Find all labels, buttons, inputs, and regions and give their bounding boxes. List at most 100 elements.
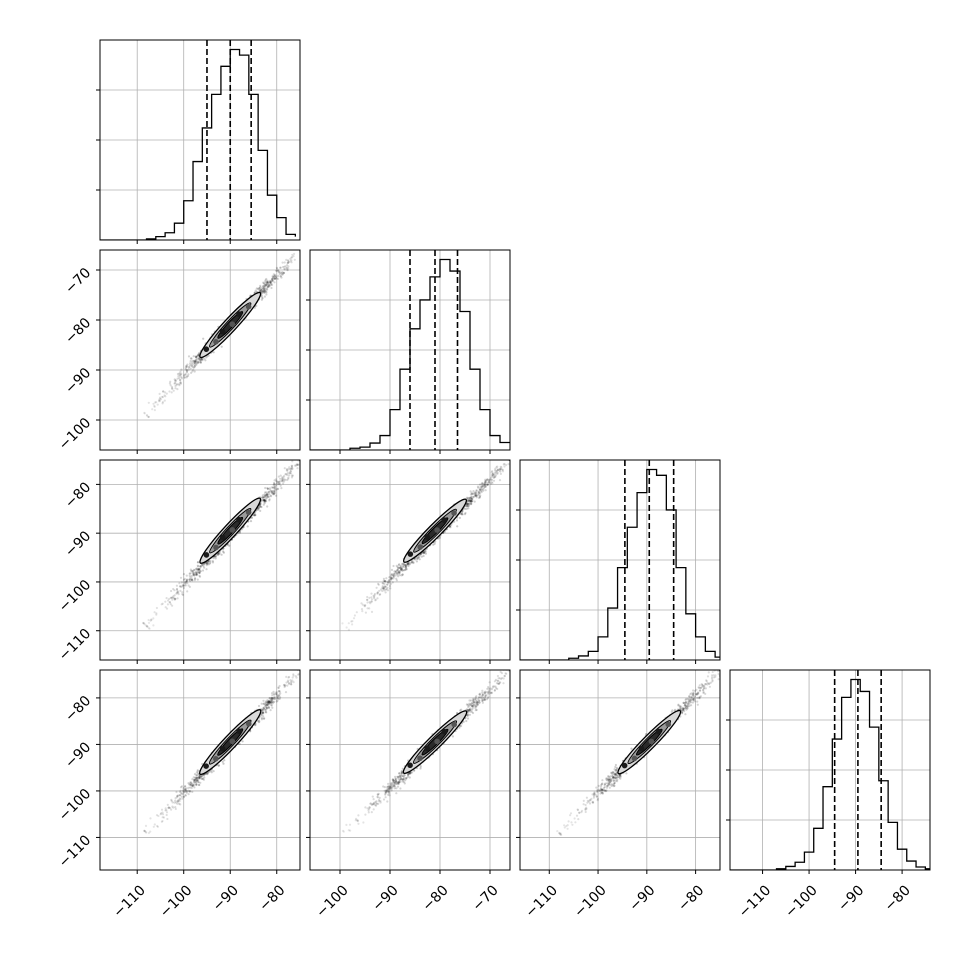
scatter-point xyxy=(363,604,366,607)
scatter-point xyxy=(183,577,186,581)
scatter-point xyxy=(389,784,392,787)
scatter-point xyxy=(471,497,474,500)
scatter-point xyxy=(383,589,386,592)
scatter-point xyxy=(281,477,284,480)
scatter-point xyxy=(275,692,278,695)
scatter-point xyxy=(390,784,393,787)
scatter-point xyxy=(413,769,416,772)
scatter-point xyxy=(371,803,374,806)
scatter-point xyxy=(469,502,472,505)
scatter-point xyxy=(470,500,473,503)
scatter-point xyxy=(261,290,264,293)
scatter-point xyxy=(470,502,473,505)
scatter-point xyxy=(207,354,210,357)
scatter-point xyxy=(401,565,405,568)
scatter-point xyxy=(386,586,389,589)
scatter-point xyxy=(281,261,284,264)
scatter-point xyxy=(206,773,209,776)
scatter-point xyxy=(190,577,193,580)
scatter-point xyxy=(192,359,196,362)
scatter-point xyxy=(480,486,483,489)
scatter-point xyxy=(269,699,273,702)
scatter-point xyxy=(260,294,263,298)
scatter-point xyxy=(475,705,478,708)
scatter-point xyxy=(396,775,399,778)
scatter-point xyxy=(468,708,471,711)
scatter-point xyxy=(272,483,275,487)
scatter-point xyxy=(392,575,395,579)
scatter-point xyxy=(481,484,484,487)
scatter-point xyxy=(285,469,288,472)
scatter-point xyxy=(422,551,426,554)
scatter-point xyxy=(291,460,294,463)
scatter-point xyxy=(376,591,379,594)
scatter-point xyxy=(205,568,208,571)
scatter-point xyxy=(354,819,357,822)
scatter-point xyxy=(503,675,506,678)
scatter-point xyxy=(285,267,288,270)
scatter-point xyxy=(144,824,148,828)
scatter-point xyxy=(301,251,303,253)
contour-core-dot xyxy=(229,738,236,745)
scatter-point xyxy=(468,704,471,707)
scatter-point xyxy=(284,265,287,268)
scatter-point xyxy=(262,289,265,292)
scatter-point xyxy=(202,337,205,340)
scatter-point xyxy=(481,696,485,699)
scatter-point xyxy=(356,819,359,822)
scatter-point xyxy=(266,282,269,285)
scatter-point xyxy=(467,705,470,709)
scatter-point xyxy=(274,484,277,487)
scatter-point xyxy=(183,789,186,792)
scatter-point xyxy=(388,787,391,790)
contour-core-dot xyxy=(407,551,414,557)
scatter-point xyxy=(261,285,265,288)
scatter-point xyxy=(190,578,194,582)
scatter-point xyxy=(272,276,275,279)
scatter-point xyxy=(276,488,279,491)
scatter-point xyxy=(399,780,402,784)
scatter-point xyxy=(263,284,266,287)
scatter-point xyxy=(410,560,413,564)
scatter-point xyxy=(357,822,360,825)
scatter-point xyxy=(485,694,488,697)
scatter-point xyxy=(399,779,402,782)
scatter-point xyxy=(283,683,286,686)
scatter-point xyxy=(376,591,379,594)
scatter-point xyxy=(394,777,397,781)
scatter-point xyxy=(180,785,184,788)
scatter-point xyxy=(494,685,497,688)
scatter-point xyxy=(585,806,588,809)
scatter-point xyxy=(397,566,400,570)
scatter-point xyxy=(196,570,199,574)
scatter-point xyxy=(179,803,182,806)
scatter-point xyxy=(370,600,373,603)
scatter-point xyxy=(480,698,484,701)
histogram-panel-3 xyxy=(726,669,931,874)
scatter-point xyxy=(477,490,480,493)
scatter-point xyxy=(390,573,393,576)
scatter-point xyxy=(493,469,497,472)
panel-frame xyxy=(309,459,511,661)
contour-core-dot xyxy=(451,510,457,516)
scatter-point xyxy=(193,370,196,373)
scatter-point xyxy=(198,352,201,355)
scatter-point xyxy=(467,502,470,506)
scatter-point xyxy=(472,698,475,702)
scatter-point xyxy=(372,803,375,806)
scatter-point xyxy=(266,703,269,706)
scatter-point xyxy=(165,813,168,817)
scatter-point xyxy=(402,778,405,781)
scatter-point xyxy=(400,777,403,780)
scatter-point xyxy=(271,697,275,701)
scatter-point xyxy=(491,473,494,476)
scatter-point xyxy=(267,700,270,703)
scatter-point xyxy=(285,675,288,679)
scatter-point xyxy=(165,809,168,812)
scatter-point xyxy=(201,777,204,780)
scatter-point xyxy=(402,775,405,778)
scatter-point xyxy=(151,408,154,411)
scatter-point xyxy=(469,500,472,504)
scatter-point xyxy=(370,610,374,614)
scatter-point xyxy=(408,563,411,566)
